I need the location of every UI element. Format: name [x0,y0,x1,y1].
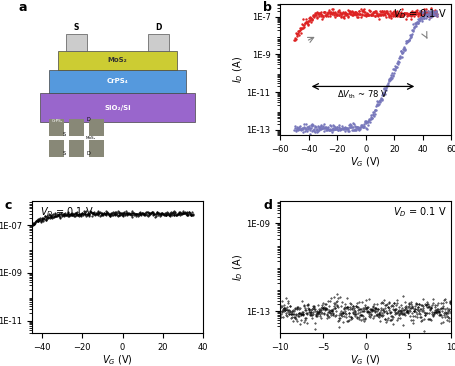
Bar [49,119,64,136]
Bar [69,119,84,136]
Text: d: d [263,199,271,212]
Text: S: S [74,23,79,32]
Text: b: b [263,1,271,14]
Bar [148,34,168,51]
Y-axis label: $I_D$ (A): $I_D$ (A) [231,254,244,281]
Bar [69,140,84,157]
Polygon shape [49,70,186,93]
Text: MoS₂: MoS₂ [86,136,96,140]
X-axis label: $V_G$ (V): $V_G$ (V) [350,353,380,366]
Text: $V_D$ = 0.1 V: $V_D$ = 0.1 V [392,205,445,219]
Text: $\Delta V_\mathrm{th}$ ~ 78 V: $\Delta V_\mathrm{th}$ ~ 78 V [337,89,388,101]
X-axis label: $V_G$ (V): $V_G$ (V) [102,353,132,366]
Text: SiO₂/Si: SiO₂/Si [104,105,131,111]
Text: CrPS₄: CrPS₄ [52,119,63,123]
Text: S: S [62,151,66,156]
Bar [49,140,64,157]
Polygon shape [40,93,194,122]
Text: CrPS₄: CrPS₄ [106,78,128,85]
Bar [89,119,104,136]
Text: S: S [62,132,66,137]
Text: D: D [86,117,91,122]
Bar [66,34,86,51]
Text: $V_D$ = 0.1 V: $V_D$ = 0.1 V [40,205,94,219]
Text: MoS₂: MoS₂ [107,57,127,63]
Text: a: a [18,1,27,14]
Text: c: c [5,199,12,212]
Bar [89,140,104,157]
Text: $V_D$ = 0.1 V: $V_D$ = 0.1 V [392,8,445,22]
Polygon shape [57,51,177,70]
Text: D: D [86,151,91,156]
Y-axis label: $I_D$ (A): $I_D$ (A) [231,56,244,83]
X-axis label: $V_G$ (V): $V_G$ (V) [350,156,380,169]
Text: D: D [155,23,162,32]
